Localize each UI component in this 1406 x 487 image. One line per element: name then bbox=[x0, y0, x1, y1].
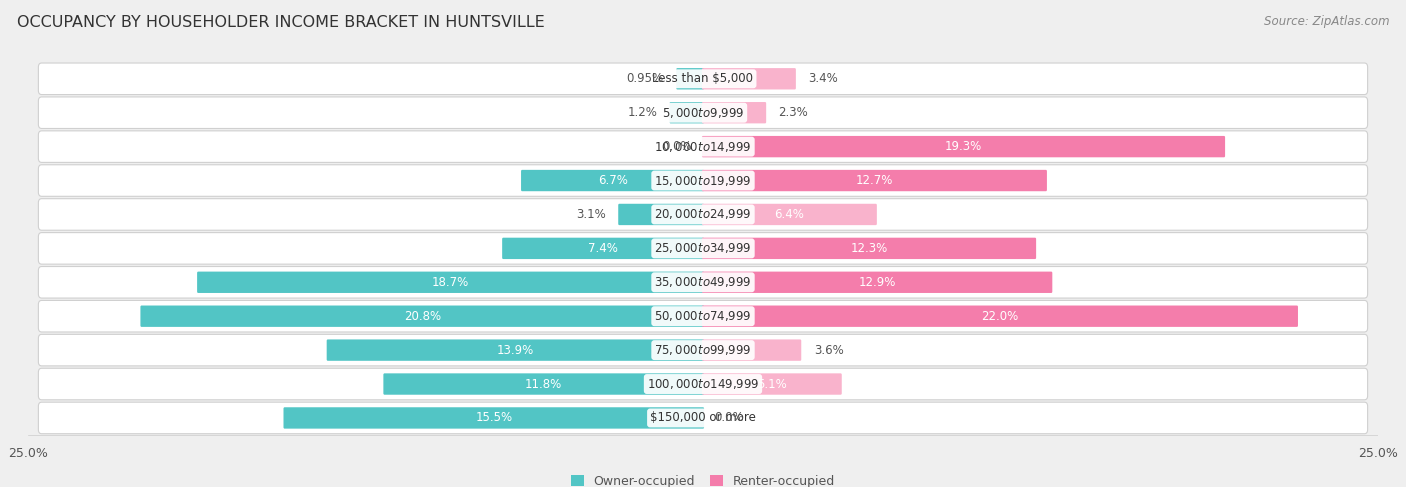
Text: 1.2%: 1.2% bbox=[627, 106, 657, 119]
Text: 7.4%: 7.4% bbox=[588, 242, 619, 255]
Text: $20,000 to $24,999: $20,000 to $24,999 bbox=[654, 207, 752, 222]
FancyBboxPatch shape bbox=[702, 305, 1298, 327]
FancyBboxPatch shape bbox=[38, 266, 1368, 298]
FancyBboxPatch shape bbox=[284, 407, 704, 429]
FancyBboxPatch shape bbox=[702, 204, 877, 225]
FancyBboxPatch shape bbox=[38, 199, 1368, 230]
Text: 3.1%: 3.1% bbox=[576, 208, 606, 221]
FancyBboxPatch shape bbox=[669, 102, 704, 123]
FancyBboxPatch shape bbox=[502, 238, 704, 259]
Text: 2.3%: 2.3% bbox=[779, 106, 808, 119]
Text: 18.7%: 18.7% bbox=[432, 276, 470, 289]
FancyBboxPatch shape bbox=[38, 165, 1368, 196]
FancyBboxPatch shape bbox=[702, 272, 1052, 293]
Text: $50,000 to $74,999: $50,000 to $74,999 bbox=[654, 309, 752, 323]
Text: 6.4%: 6.4% bbox=[775, 208, 804, 221]
Text: 3.4%: 3.4% bbox=[808, 72, 838, 85]
Text: 13.9%: 13.9% bbox=[496, 344, 534, 356]
Text: 12.7%: 12.7% bbox=[856, 174, 893, 187]
Text: $25,000 to $34,999: $25,000 to $34,999 bbox=[654, 242, 752, 255]
FancyBboxPatch shape bbox=[141, 305, 704, 327]
FancyBboxPatch shape bbox=[619, 204, 704, 225]
Text: 15.5%: 15.5% bbox=[475, 412, 512, 425]
Legend: Owner-occupied, Renter-occupied: Owner-occupied, Renter-occupied bbox=[567, 470, 839, 487]
FancyBboxPatch shape bbox=[326, 339, 704, 361]
Text: 11.8%: 11.8% bbox=[524, 377, 562, 391]
Text: 20.8%: 20.8% bbox=[404, 310, 441, 323]
Text: 5.1%: 5.1% bbox=[756, 377, 787, 391]
FancyBboxPatch shape bbox=[702, 68, 796, 90]
Text: 0.95%: 0.95% bbox=[627, 72, 664, 85]
FancyBboxPatch shape bbox=[702, 339, 801, 361]
Text: $100,000 to $149,999: $100,000 to $149,999 bbox=[647, 377, 759, 391]
FancyBboxPatch shape bbox=[38, 368, 1368, 400]
FancyBboxPatch shape bbox=[702, 102, 766, 123]
FancyBboxPatch shape bbox=[38, 402, 1368, 434]
Text: 0.0%: 0.0% bbox=[662, 140, 692, 153]
Text: $35,000 to $49,999: $35,000 to $49,999 bbox=[654, 275, 752, 289]
Text: 3.6%: 3.6% bbox=[814, 344, 844, 356]
FancyBboxPatch shape bbox=[38, 63, 1368, 94]
Text: $150,000 or more: $150,000 or more bbox=[650, 412, 756, 425]
FancyBboxPatch shape bbox=[38, 233, 1368, 264]
Text: OCCUPANCY BY HOUSEHOLDER INCOME BRACKET IN HUNTSVILLE: OCCUPANCY BY HOUSEHOLDER INCOME BRACKET … bbox=[17, 15, 544, 30]
Text: Less than $5,000: Less than $5,000 bbox=[652, 72, 754, 85]
Text: $5,000 to $9,999: $5,000 to $9,999 bbox=[662, 106, 744, 120]
FancyBboxPatch shape bbox=[38, 335, 1368, 366]
FancyBboxPatch shape bbox=[38, 300, 1368, 332]
FancyBboxPatch shape bbox=[702, 374, 842, 395]
FancyBboxPatch shape bbox=[197, 272, 704, 293]
FancyBboxPatch shape bbox=[676, 68, 704, 90]
Text: $75,000 to $99,999: $75,000 to $99,999 bbox=[654, 343, 752, 357]
FancyBboxPatch shape bbox=[702, 136, 1225, 157]
Text: Source: ZipAtlas.com: Source: ZipAtlas.com bbox=[1264, 15, 1389, 28]
FancyBboxPatch shape bbox=[702, 170, 1047, 191]
Text: 22.0%: 22.0% bbox=[981, 310, 1018, 323]
FancyBboxPatch shape bbox=[702, 238, 1036, 259]
FancyBboxPatch shape bbox=[38, 131, 1368, 162]
Text: $10,000 to $14,999: $10,000 to $14,999 bbox=[654, 140, 752, 153]
Text: 6.7%: 6.7% bbox=[598, 174, 627, 187]
Text: 12.3%: 12.3% bbox=[851, 242, 887, 255]
Text: 19.3%: 19.3% bbox=[945, 140, 983, 153]
Text: 12.9%: 12.9% bbox=[859, 276, 896, 289]
Text: 0.0%: 0.0% bbox=[714, 412, 744, 425]
Text: $15,000 to $19,999: $15,000 to $19,999 bbox=[654, 173, 752, 187]
FancyBboxPatch shape bbox=[384, 374, 704, 395]
FancyBboxPatch shape bbox=[522, 170, 704, 191]
FancyBboxPatch shape bbox=[38, 97, 1368, 129]
